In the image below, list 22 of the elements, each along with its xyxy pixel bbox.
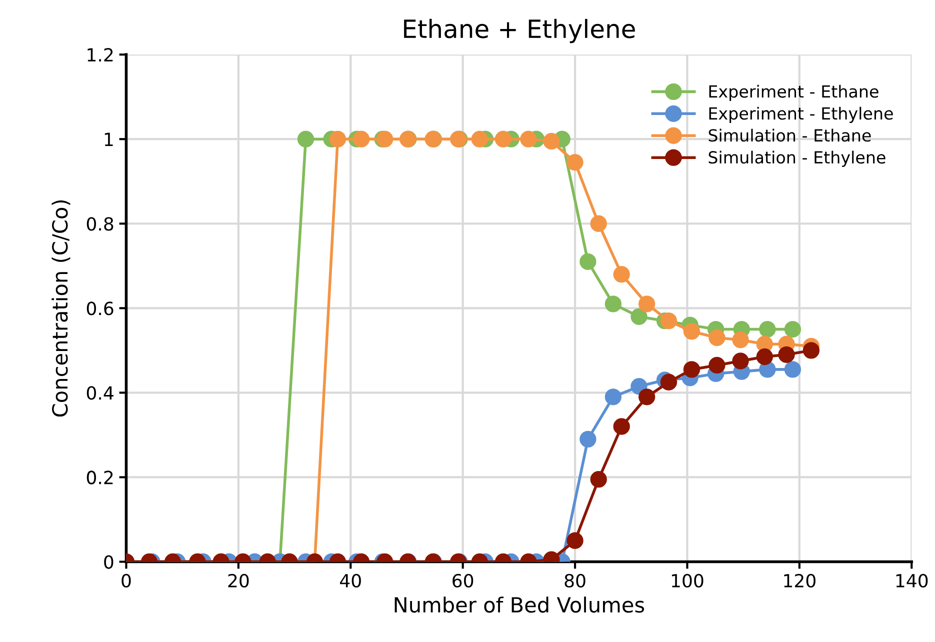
- legend-label: Simulation - Ethane: [708, 128, 871, 142]
- x-tick-label: 80: [564, 574, 586, 588]
- y-tick-label: 0: [104, 555, 114, 569]
- legend-label: Experiment - Ethane: [709, 84, 878, 101]
- y-axis-title: Concentration (C/Co): [52, 200, 70, 417]
- y-tick-label: 1: [104, 132, 113, 146]
- x-tick-label: 100: [672, 574, 704, 588]
- x-axis-title: Number of Bed Volumes: [394, 596, 644, 613]
- y-tick-label: 0.8: [86, 217, 114, 231]
- legend-label: Simulation - Ethylene: [708, 150, 886, 167]
- x-tick-label: 60: [452, 574, 474, 588]
- y-tick-label: 1.2: [88, 48, 113, 62]
- x-tick-label: 120: [784, 574, 816, 588]
- x-tick-label: 140: [896, 574, 928, 588]
- chart-title: Ethane + Ethylene: [404, 18, 635, 44]
- x-tick-label: 0: [122, 574, 131, 588]
- x-tick-label: 40: [340, 574, 361, 588]
- x-tick-label: 20: [228, 574, 249, 588]
- y-tick-label: 0.6: [86, 302, 114, 316]
- y-tick-label: 0.4: [86, 386, 114, 400]
- legend-label: Experiment - Ethylene: [709, 106, 893, 123]
- y-tick-label: 0.2: [86, 470, 113, 484]
